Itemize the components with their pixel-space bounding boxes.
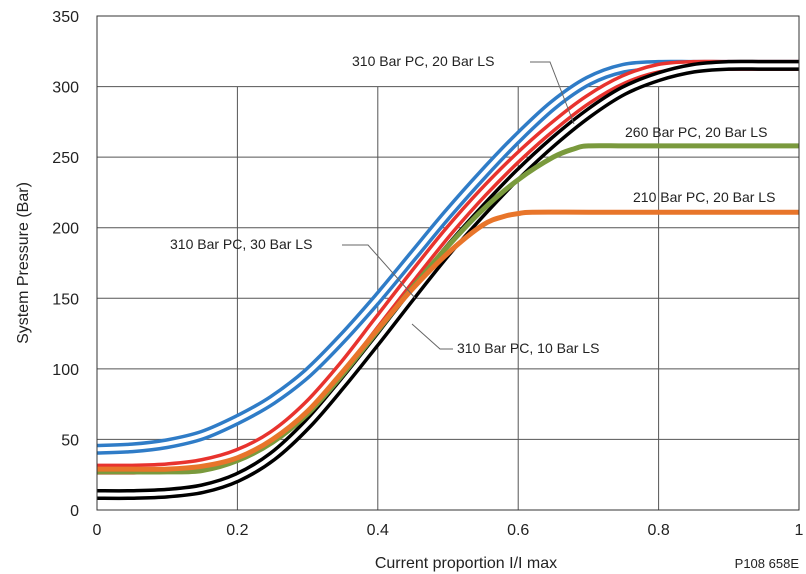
series-line [97,143,799,475]
x-tick-label: 0.8 [647,522,669,539]
y-tick-label: 100 [52,362,79,379]
x-tick-label: 0 [93,522,102,539]
leader-line [411,323,453,350]
figure-code: P108 658E [735,556,800,571]
series-line [96,209,799,472]
annotation-label: 310 Bar PC, 20 Bar LS [352,53,494,69]
series-lines [96,59,799,501]
x-tick-label: 0.4 [367,522,389,539]
y-tick-label: 350 [52,9,79,26]
y-tick-label: 250 [52,150,79,167]
annotation-260-20: 260 Bar PC, 20 Bar LS [625,124,767,140]
annotation-label: 210 Bar PC, 20 Bar LS [633,189,775,205]
y-tick-label: 200 [52,221,79,238]
annotation-310-10: 310 Bar PC, 10 Bar LS [411,323,599,356]
leader-line [342,244,416,299]
y-tick-label: 300 [52,80,79,97]
x-tick-label: 0.2 [226,522,248,539]
annotation-label: 260 Bar PC, 20 Bar LS [625,124,767,140]
plot-frame [96,15,800,511]
x-axis-title: Current proportion I/I max [375,555,557,572]
annotation-310-30: 310 Bar PC, 30 Bar LS [170,236,416,299]
x-tick-labels: 0 0.2 0.4 0.6 0.8 1 [93,522,804,539]
annotation-210-20: 210 Bar PC, 20 Bar LS [633,189,775,205]
y-tick-label: 150 [52,291,79,308]
x-tick-label: 1 [795,522,804,539]
y-tick-label: 50 [61,432,79,449]
annotation-310-20: 310 Bar PC, 20 Bar LS [352,53,575,125]
leader-line [530,61,575,125]
y-tick-labels: 0 50 100 150 200 250 300 350 [52,9,79,520]
annotation-label: 310 Bar PC, 30 Bar LS [170,236,312,252]
y-axis-title: System Pressure (Bar) [15,182,32,344]
series-line-gap [96,63,799,472]
y-tick-label: 0 [70,503,79,520]
x-tick-label: 0.6 [507,522,529,539]
annotation-label: 310 Bar PC, 10 Bar LS [457,340,599,356]
